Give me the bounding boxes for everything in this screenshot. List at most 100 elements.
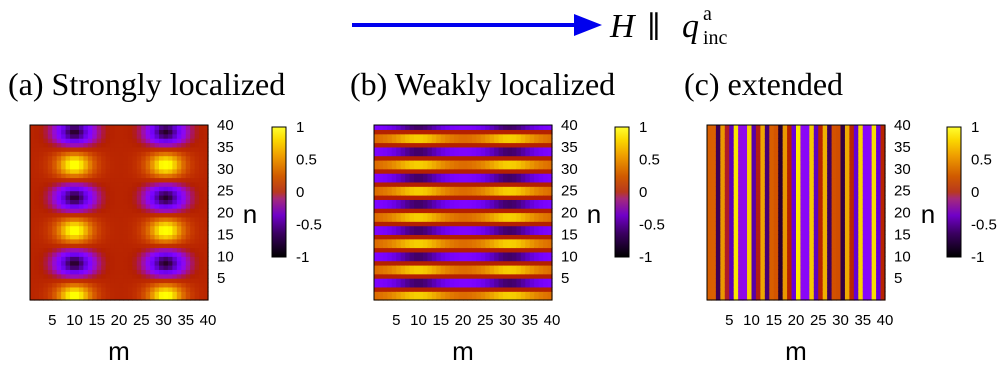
heatmap-cell (494, 221, 500, 227)
heatmap-cell (199, 238, 205, 244)
heatmap-cell (181, 278, 187, 284)
heatmap-cell (809, 269, 815, 275)
heatmap-cell (396, 247, 402, 253)
heatmap-cell (34, 203, 40, 209)
heatmap-cell (378, 125, 384, 130)
heatmap-cell (840, 160, 846, 165)
heatmap-cell (203, 230, 209, 235)
heatmap-cell (782, 286, 788, 292)
heatmap-cell (489, 273, 495, 279)
heatmap-cell (101, 181, 107, 187)
heatmap-cell (853, 195, 859, 200)
heatmap-cell (507, 173, 513, 179)
heatmap-cell (867, 186, 873, 192)
heatmap-cell (132, 164, 138, 170)
heatmap-cell (78, 273, 84, 279)
heatmap-cell (83, 129, 89, 135)
heatmap-cell (738, 164, 744, 170)
heatmap-cell (449, 133, 455, 139)
heatmap-cell (778, 208, 784, 214)
heatmap-cell (150, 138, 156, 144)
heatmap-cell (30, 125, 36, 130)
heatmap-cell (787, 269, 793, 275)
heatmap-cell (34, 256, 40, 262)
x-tick-label: 5 (392, 312, 400, 329)
heatmap-cell (110, 195, 116, 200)
heatmap-cell (471, 142, 477, 148)
heatmap-cell (880, 133, 886, 139)
heatmap-cell (422, 133, 428, 139)
heatmap-cell (61, 133, 67, 139)
heatmap-cell (485, 251, 491, 257)
heatmap-cell (74, 286, 80, 292)
heatmap-cell (127, 177, 133, 183)
heatmap-cell (471, 234, 477, 240)
heatmap-cell (715, 243, 721, 249)
heatmap-cell (769, 164, 775, 170)
panel-b-xlabel: m (452, 336, 474, 366)
heatmap-cell (436, 238, 442, 244)
heatmap-cell (87, 142, 93, 148)
heatmap-cell (176, 168, 182, 174)
heatmap-cell (127, 251, 133, 257)
heatmap-cell (101, 160, 107, 165)
heatmap-cell (782, 177, 788, 183)
heatmap-cell (507, 278, 513, 284)
heatmap-cell (132, 295, 138, 301)
heatmap-cell (822, 212, 828, 218)
heatmap-cell (445, 155, 451, 161)
heatmap-cell (862, 295, 868, 301)
heatmap-cell (38, 243, 44, 249)
heatmap-cell (154, 190, 160, 196)
heatmap-cell (467, 164, 473, 170)
heatmap-cell (414, 177, 420, 183)
heatmap-cell (172, 151, 178, 157)
heatmap-cell (65, 291, 71, 297)
heatmap-cell (56, 146, 62, 152)
heatmap-cell (458, 291, 464, 297)
heatmap-cell (445, 203, 451, 209)
heatmap-cell (787, 238, 793, 244)
heatmap-cell (813, 186, 819, 192)
heatmap-cell (70, 278, 76, 284)
heatmap-cell (747, 155, 753, 161)
heatmap-cell (436, 160, 442, 165)
heatmap-cell (409, 173, 415, 179)
heatmap-cell (880, 260, 886, 266)
heatmap-cell (494, 199, 500, 205)
heatmap-cell (858, 247, 864, 253)
heatmap-cell (831, 177, 837, 183)
heatmap-cell (733, 133, 739, 139)
heatmap-cell (96, 181, 102, 187)
heatmap-cell (167, 216, 173, 222)
heatmap-cell (543, 216, 549, 222)
heatmap-cell (800, 138, 806, 144)
heatmap-cell (822, 186, 828, 192)
heatmap-cell (190, 216, 196, 222)
heatmap-cell (396, 238, 402, 244)
heatmap-cell (34, 186, 40, 192)
heatmap-cell (538, 155, 544, 161)
heatmap-cell (34, 190, 40, 196)
heatmap-cell (449, 286, 455, 292)
heatmap-cell (445, 273, 451, 279)
heatmap-cell (203, 129, 209, 135)
heatmap-cell (476, 160, 482, 165)
heatmap-cell (876, 151, 882, 157)
heatmap-cell (431, 151, 437, 157)
heatmap-cell (778, 186, 784, 192)
heatmap-cell (467, 230, 473, 235)
heatmap-cell (454, 160, 460, 165)
heatmap-cell (876, 160, 882, 165)
x-tick-label: 20 (455, 312, 472, 329)
heatmap-cell (822, 251, 828, 257)
heatmap-cell (760, 181, 766, 187)
heatmap-cell (101, 251, 107, 257)
panel-a-ylabel: n (243, 199, 257, 229)
heatmap-cell (747, 199, 753, 205)
heatmap-cell (463, 278, 469, 284)
heatmap-cell (176, 203, 182, 209)
heatmap-cell (400, 251, 406, 257)
heatmap-cell (382, 286, 388, 292)
heatmap-cell (467, 269, 473, 275)
